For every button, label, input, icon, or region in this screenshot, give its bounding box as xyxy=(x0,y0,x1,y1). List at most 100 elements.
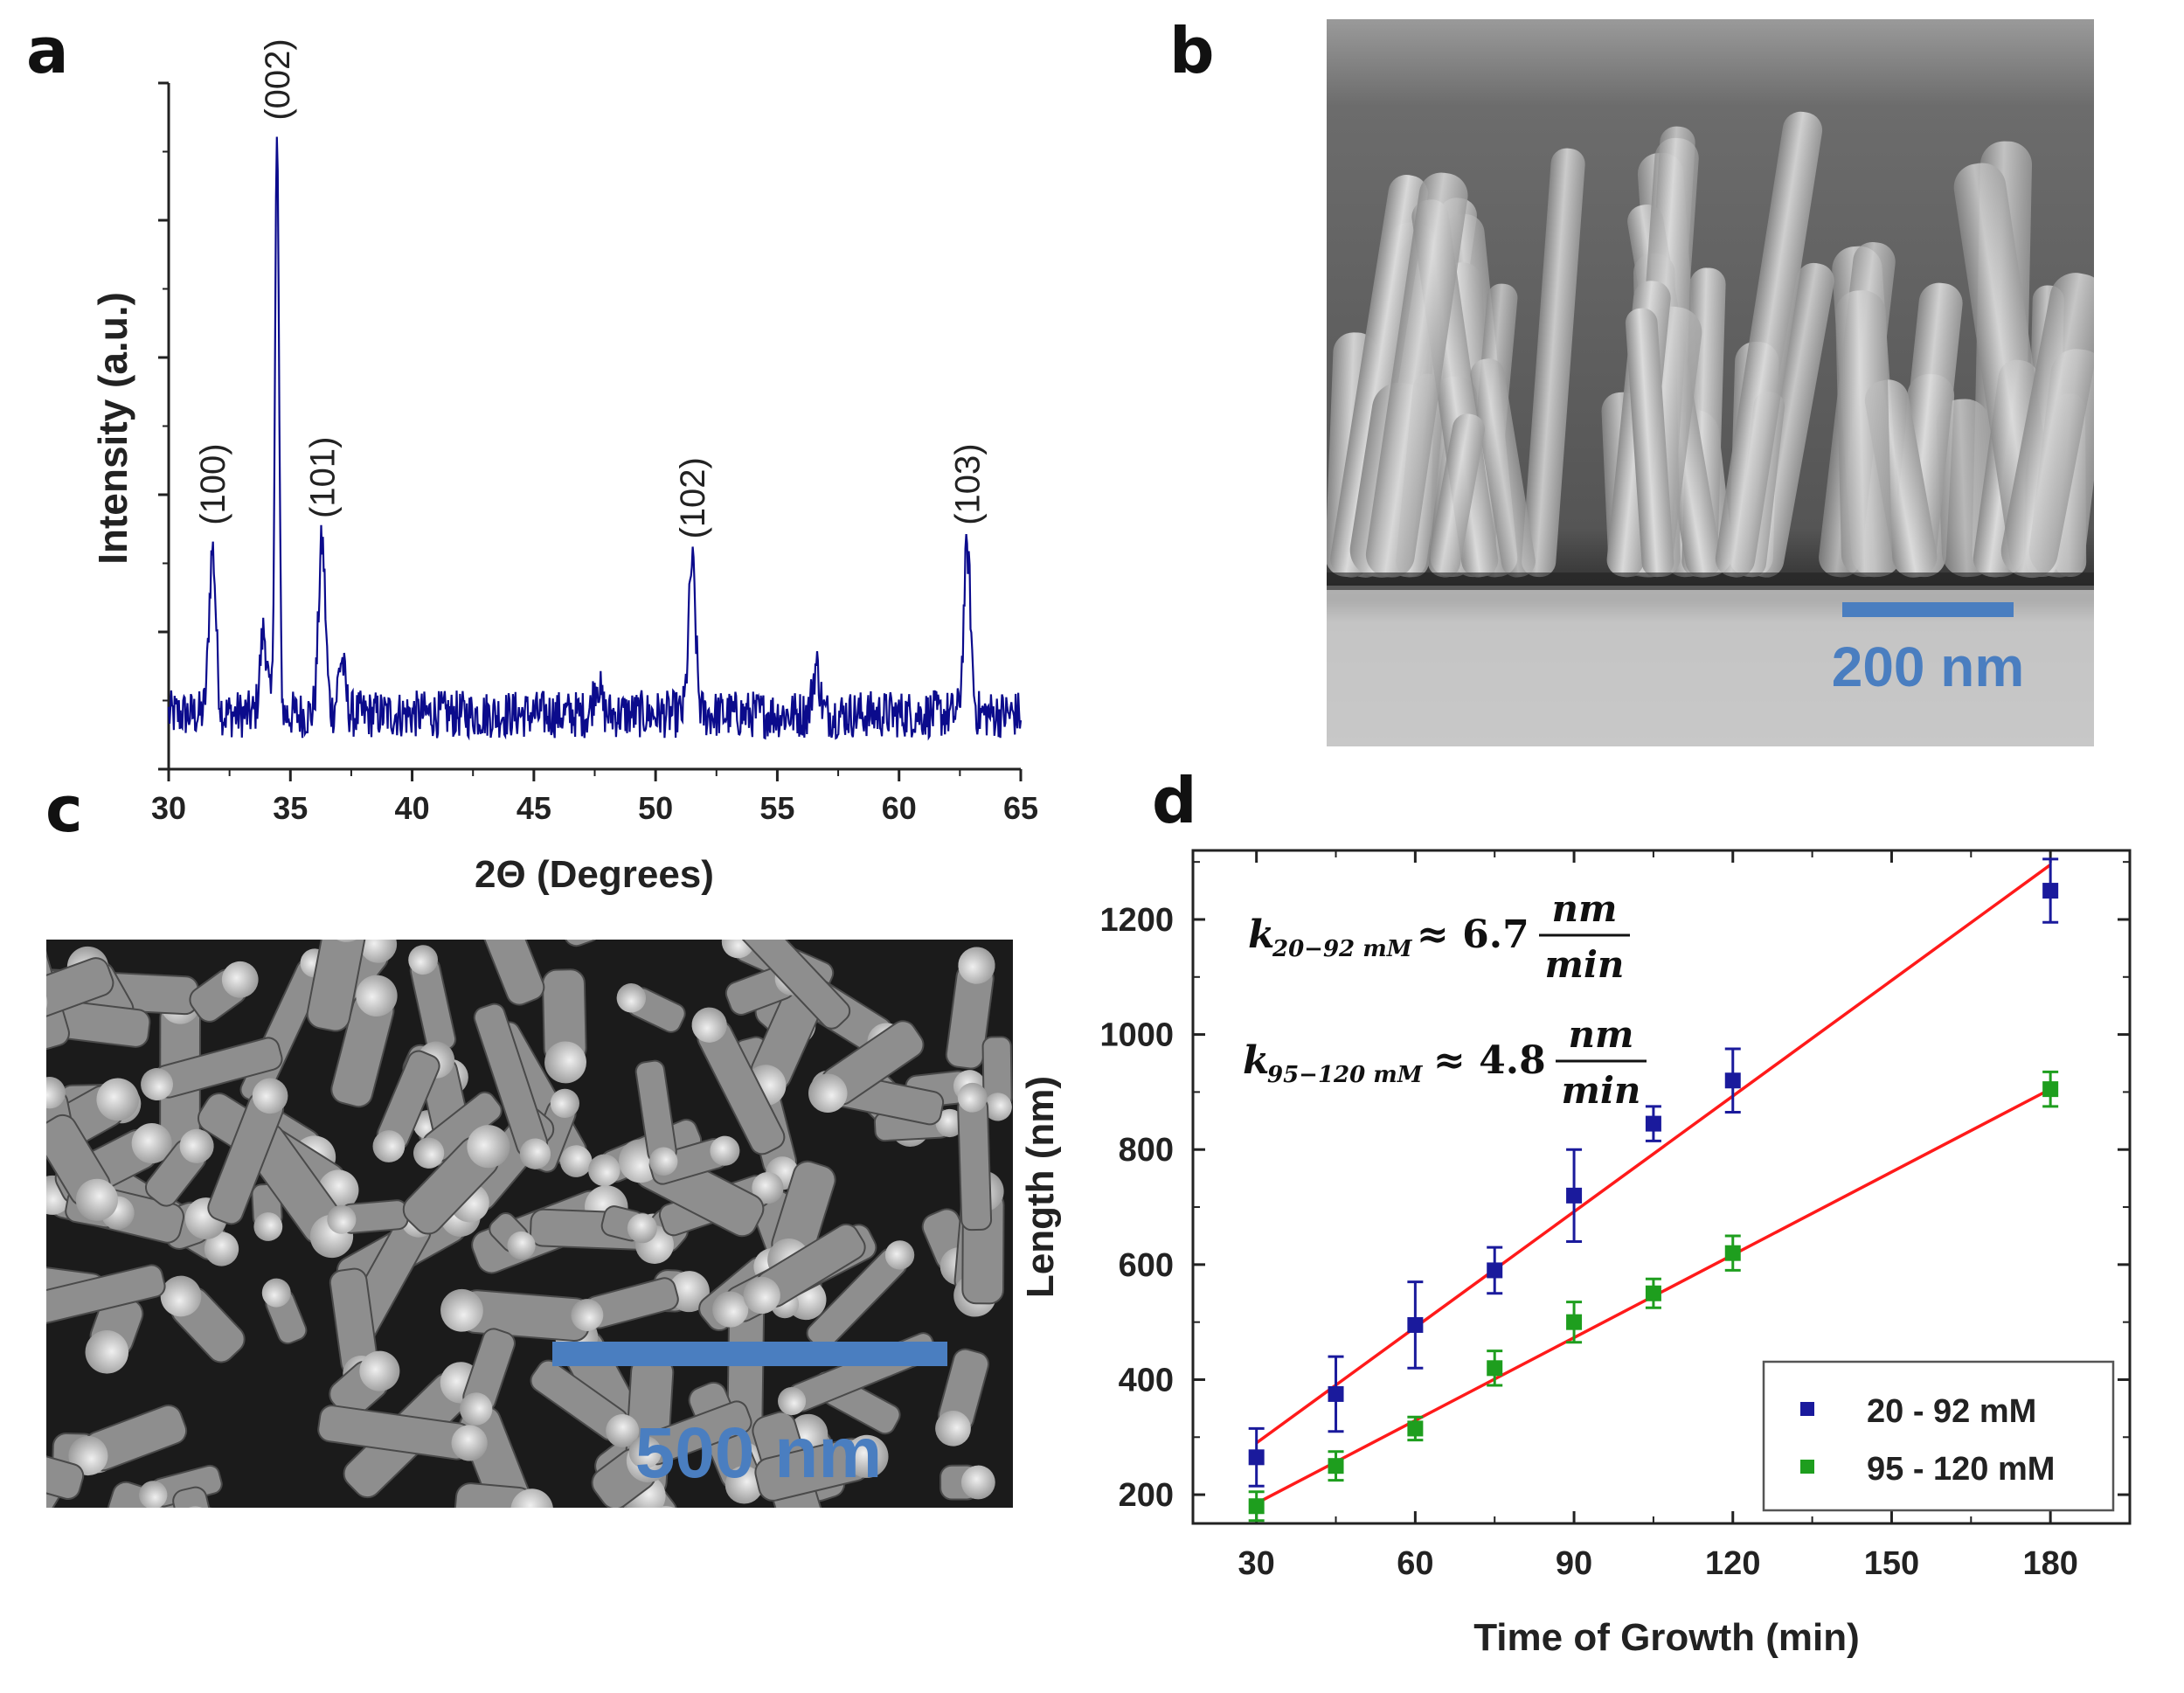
nanorod-tip xyxy=(139,1481,168,1508)
nanorod-tip xyxy=(935,1410,971,1447)
nanorod xyxy=(616,983,686,1033)
xrd-x-tick-label: 50 xyxy=(638,790,673,826)
growth-x-ticks: 30 60 90 120 150 180 xyxy=(1238,850,2078,1582)
nanorod-tip xyxy=(253,1212,283,1241)
nanorod-tip xyxy=(451,1425,488,1461)
growth-y-tick-label: 1200 xyxy=(1099,902,1174,939)
scale-label-200nm: 200 nm xyxy=(1832,635,2025,698)
nanorod xyxy=(306,940,368,1032)
nanorod xyxy=(517,940,601,947)
data-point xyxy=(1248,1498,1265,1515)
nanorod xyxy=(329,1350,400,1419)
nanorod-tip xyxy=(221,961,259,998)
nanorod-tip xyxy=(179,1128,214,1163)
panel-label-b: b xyxy=(1169,14,1215,87)
nanorod xyxy=(160,1275,246,1363)
nanorod-tip xyxy=(752,1171,784,1204)
nanorod xyxy=(1625,308,1674,578)
nanorod-tip xyxy=(372,1130,406,1162)
legend-marker xyxy=(1800,1460,1814,1474)
nanorod xyxy=(743,1223,866,1315)
nanorod xyxy=(454,1482,554,1508)
nanorod-tip xyxy=(96,1078,140,1121)
xrd-x-label: 2Θ (Degrees) xyxy=(475,853,714,896)
nanorod-body xyxy=(1330,175,1428,578)
legend-marker xyxy=(1800,1402,1814,1416)
fit-line xyxy=(1255,864,2052,1445)
nanorod xyxy=(46,1264,166,1325)
nanorod-tip xyxy=(0,885,37,930)
nanorod-tip xyxy=(616,983,647,1013)
nanorod-body xyxy=(1835,290,1892,578)
legend-box xyxy=(1762,1360,2115,1512)
nanorod-tip xyxy=(627,1213,657,1244)
nanorod xyxy=(1522,148,1585,578)
nanorod-tip xyxy=(710,1135,740,1166)
nanorod xyxy=(754,1434,889,1502)
data-point xyxy=(1645,1115,1661,1132)
nanorod-tip xyxy=(559,1145,593,1177)
nanorod-tip xyxy=(507,1231,536,1260)
rate-unit-numerator: nm xyxy=(1569,1013,1634,1056)
scale-bar-200nm xyxy=(1842,602,2014,617)
nanorod xyxy=(46,1114,119,1221)
nanorod xyxy=(2000,273,2094,579)
scale-label-500nm: 500 nm xyxy=(635,1413,883,1493)
nanorod-tip xyxy=(571,1299,604,1331)
nanorod xyxy=(408,945,457,1052)
xrd-x-ticks: 30 35 40 45 50 55 60 65 xyxy=(151,769,1038,826)
nanorod xyxy=(600,1205,657,1244)
nanorod-tip xyxy=(778,1386,807,1416)
nanorod-tip xyxy=(884,1240,915,1270)
nanorod xyxy=(1835,290,1892,578)
rate-subscript: 95−120 mM xyxy=(1267,1062,1424,1088)
xrd-y-ticks xyxy=(158,81,169,771)
nanorod-tip xyxy=(460,1392,493,1426)
nanorod-tip xyxy=(359,940,398,963)
nanorod-tip xyxy=(588,1154,621,1187)
nanorod-body xyxy=(1427,413,1485,578)
nanorod xyxy=(141,1037,283,1101)
nanorod-tip xyxy=(958,947,995,984)
nanorod xyxy=(1330,175,1428,578)
growth-data-points xyxy=(1248,857,2059,1523)
nanorod xyxy=(808,1020,925,1114)
nanorod xyxy=(935,1348,990,1447)
panel-label-c: c xyxy=(45,773,83,846)
scale-bar-500nm xyxy=(552,1342,947,1366)
nanorod-tip xyxy=(75,1178,119,1221)
nanorod xyxy=(1365,172,1468,578)
xrd-x-tick-label: 35 xyxy=(273,790,308,826)
growth-x-tick-label: 30 xyxy=(1238,1545,1275,1582)
growth-x-label: Time of Growth (min) xyxy=(1473,1616,1860,1659)
data-point xyxy=(1566,1314,1583,1330)
nanorod-tip xyxy=(983,1093,1012,1121)
nanorod-tip xyxy=(743,1276,780,1315)
nanorod-tip xyxy=(467,1125,510,1169)
nanorod xyxy=(957,1082,993,1232)
rate-unit-numerator: nm xyxy=(1552,887,1618,930)
growth-x-tick-label: 60 xyxy=(1397,1545,1433,1582)
nanorod-tip xyxy=(131,1123,172,1164)
rate-unit-denominator: min xyxy=(1545,943,1625,986)
nanorod xyxy=(172,1486,212,1508)
growth-plot-frame xyxy=(1191,849,2132,1525)
nanorod xyxy=(1470,358,1536,578)
nanorod-tip xyxy=(0,1552,13,1610)
nanorod-tip xyxy=(519,1138,551,1169)
data-point xyxy=(1724,1245,1741,1261)
xrd-chart: 30 35 40 45 50 55 60 65 (100)(002)(101) (102) (10… xyxy=(90,38,1038,896)
data-point xyxy=(1724,1072,1741,1089)
nanorod xyxy=(628,1400,752,1469)
nanorod-tip xyxy=(957,1082,988,1113)
nanorod-tip xyxy=(606,1413,640,1447)
nanorod-tip xyxy=(85,1330,129,1374)
xrd-peak-label: (100) xyxy=(194,443,232,524)
nanorod-tip xyxy=(723,897,767,941)
data-point xyxy=(1487,1360,1503,1377)
growth-y-tick-label: 1000 xyxy=(1099,1017,1174,1054)
nanorod-tip xyxy=(550,1088,579,1118)
growth-x-tick-label: 150 xyxy=(1864,1545,1919,1582)
